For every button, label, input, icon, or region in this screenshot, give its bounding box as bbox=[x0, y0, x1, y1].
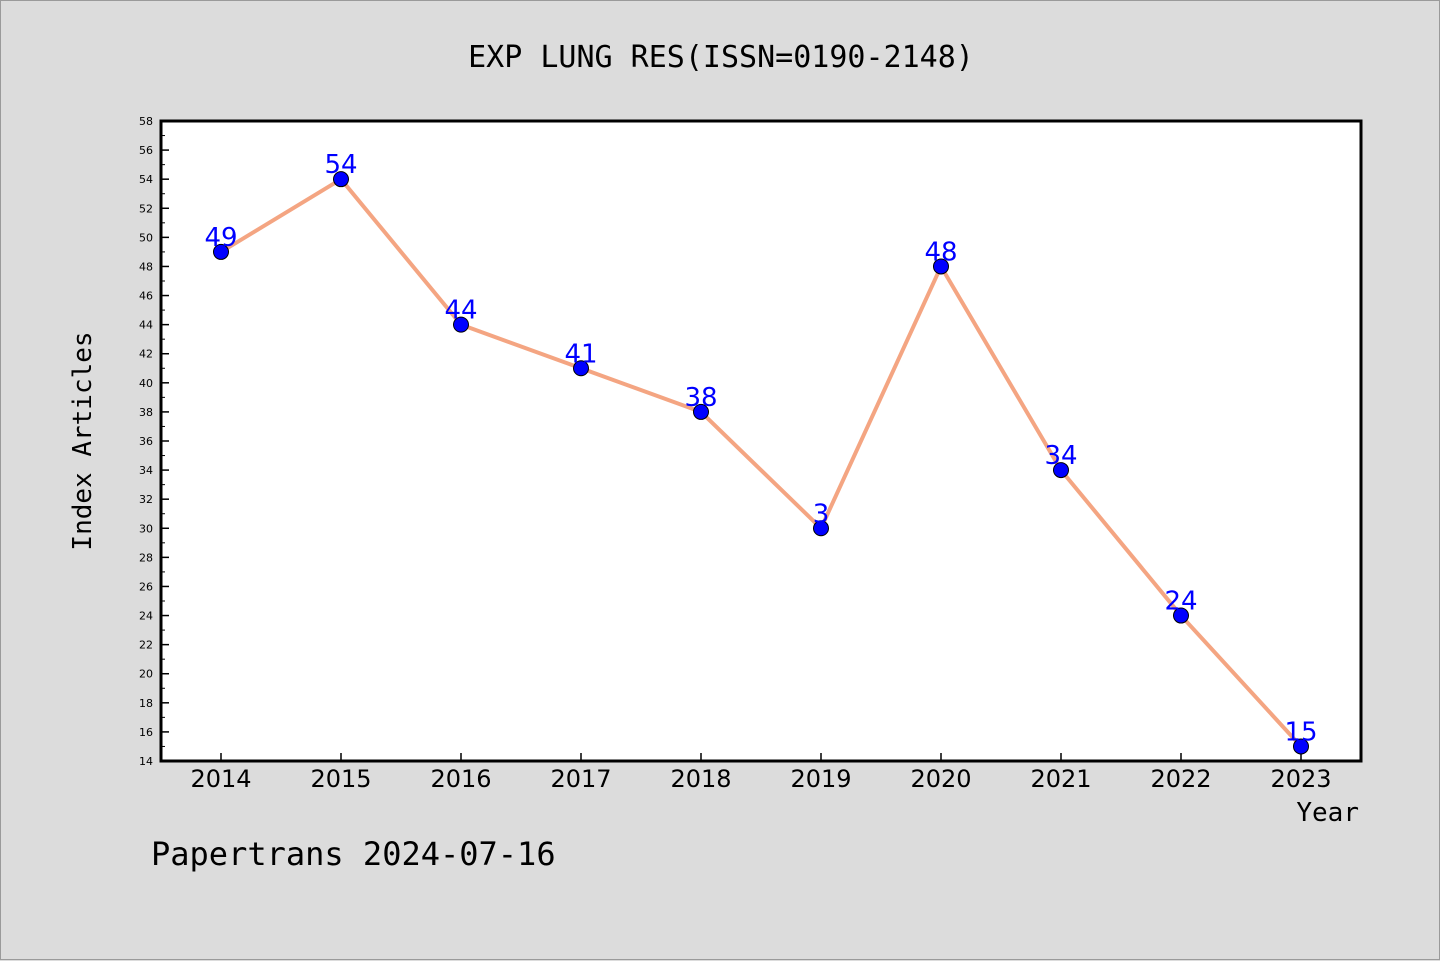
data-label: 15 bbox=[1284, 717, 1317, 747]
x-tick-label: 2021 bbox=[1030, 765, 1091, 793]
data-label: 34 bbox=[1044, 441, 1077, 471]
y-tick-label: 18 bbox=[139, 697, 153, 710]
x-axis-label: Year bbox=[1296, 798, 1359, 828]
data-label: 49 bbox=[204, 223, 237, 253]
y-tick-label: 14 bbox=[139, 755, 153, 768]
y-tick-label: 16 bbox=[139, 726, 153, 739]
data-label: 38 bbox=[684, 383, 717, 413]
y-axis: 14 16 18 20 22 24 26 28 30 32 34 36 38 40 42 44 46 48 50 52… bbox=[139, 115, 169, 768]
y-tick-label: 48 bbox=[139, 260, 153, 273]
series-index-articles: 49 54 44 41 38 3 48 34 24 15 bbox=[204, 150, 1318, 755]
y-tick-label: 58 bbox=[139, 115, 153, 128]
y-axis-label: Index Articles bbox=[68, 331, 98, 550]
y-tick-label: 52 bbox=[139, 202, 153, 215]
plot-area bbox=[159, 119, 1363, 763]
y-tick-label: 24 bbox=[139, 610, 153, 623]
data-point bbox=[1293, 738, 1309, 755]
data-label: 44 bbox=[444, 296, 477, 326]
data-point bbox=[1053, 462, 1069, 479]
data-point bbox=[933, 258, 949, 275]
data-label: 54 bbox=[324, 150, 357, 180]
x-tick-label: 2019 bbox=[790, 765, 851, 793]
y-tick-label: 54 bbox=[139, 173, 153, 186]
x-tick-label: 2018 bbox=[670, 765, 731, 793]
data-label: 24 bbox=[1164, 587, 1197, 617]
y-tick-label: 32 bbox=[139, 493, 153, 506]
y-tick-label: 34 bbox=[139, 464, 153, 477]
data-point bbox=[813, 520, 829, 537]
y-tick-label: 22 bbox=[139, 639, 153, 652]
footer-credit: Papertrans 2024-07-16 bbox=[151, 835, 556, 873]
y-tick-label: 26 bbox=[139, 580, 153, 593]
x-tick-label: 2017 bbox=[550, 765, 611, 793]
y-tick-label: 50 bbox=[139, 231, 153, 244]
x-tick-label: 2022 bbox=[1150, 765, 1211, 793]
y-tick-label: 30 bbox=[139, 522, 153, 535]
data-label: 41 bbox=[564, 339, 597, 369]
y-tick-label: 40 bbox=[139, 377, 153, 390]
x-tick-label: 2015 bbox=[310, 765, 371, 793]
x-tick-label: 2016 bbox=[430, 765, 491, 793]
data-point bbox=[333, 171, 349, 188]
data-point bbox=[453, 316, 469, 333]
data-label: 48 bbox=[924, 237, 957, 267]
y-tick-label: 46 bbox=[139, 290, 153, 303]
series-line bbox=[219, 177, 1303, 748]
y-tick-label: 36 bbox=[139, 435, 153, 448]
y-tick-label: 44 bbox=[139, 319, 153, 332]
y-tick-label: 56 bbox=[139, 144, 153, 157]
data-point bbox=[573, 360, 589, 377]
y-tick-label: 28 bbox=[139, 551, 153, 564]
chart-title: EXP LUNG RES(ISSN=0190-2148) bbox=[468, 40, 974, 75]
y-tick-label: 38 bbox=[139, 406, 153, 419]
x-tick-label: 2023 bbox=[1270, 765, 1331, 793]
data-label: 3 bbox=[813, 499, 830, 529]
x-axis: 2014 2015 2016 2017 2018 2019 2020 2021 2022 2023 bbox=[190, 753, 1332, 793]
data-point bbox=[213, 243, 229, 260]
data-point bbox=[693, 403, 709, 420]
y-tick-label: 42 bbox=[139, 348, 153, 361]
data-point bbox=[1173, 607, 1189, 624]
x-tick-label: 2020 bbox=[910, 765, 971, 793]
y-tick-label: 20 bbox=[139, 668, 153, 681]
x-tick-label: 2014 bbox=[190, 765, 251, 793]
